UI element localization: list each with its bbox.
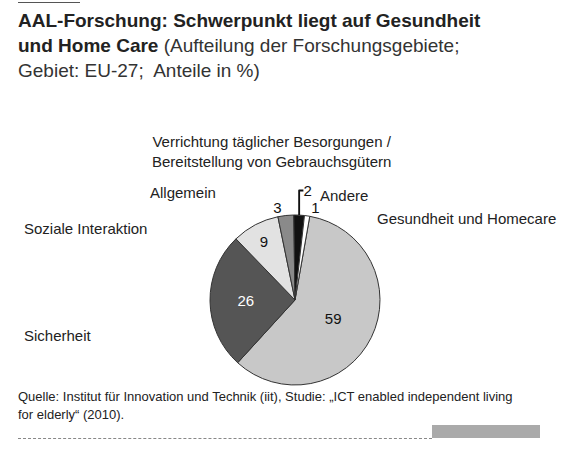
html-text:Quelle: Institut für Innovatio: Quelle: Institut für Innovation und Tech… [18, 389, 513, 422]
svg-text:1: 1 [311, 199, 319, 216]
html-text:AAL-Forschung: Schwerpunkt lie: AAL-Forschung: Schwerpunkt liegt auf Ges… [18, 10, 486, 81]
svg-text:Verrichtung täglicher Besorgun: Verrichtung täglicher Besorgungen /Berei… [152, 133, 392, 170]
svg-text:Sicherheit: Sicherheit [24, 327, 92, 344]
svg-text:2: 2 [303, 182, 311, 199]
svg-text:26: 26 [237, 292, 254, 309]
svg-text:Andere: Andere [320, 187, 368, 204]
svg-text:Soziale Interaktion: Soziale Interaktion [24, 220, 147, 237]
svg-text:3: 3 [273, 199, 281, 216]
svg-text:Allgemein: Allgemein [150, 184, 216, 201]
svg-text:Gesundheit und Homecare: Gesundheit und Homecare [377, 210, 556, 227]
svg-text:59: 59 [325, 310, 342, 327]
svg-text:9: 9 [260, 233, 268, 250]
